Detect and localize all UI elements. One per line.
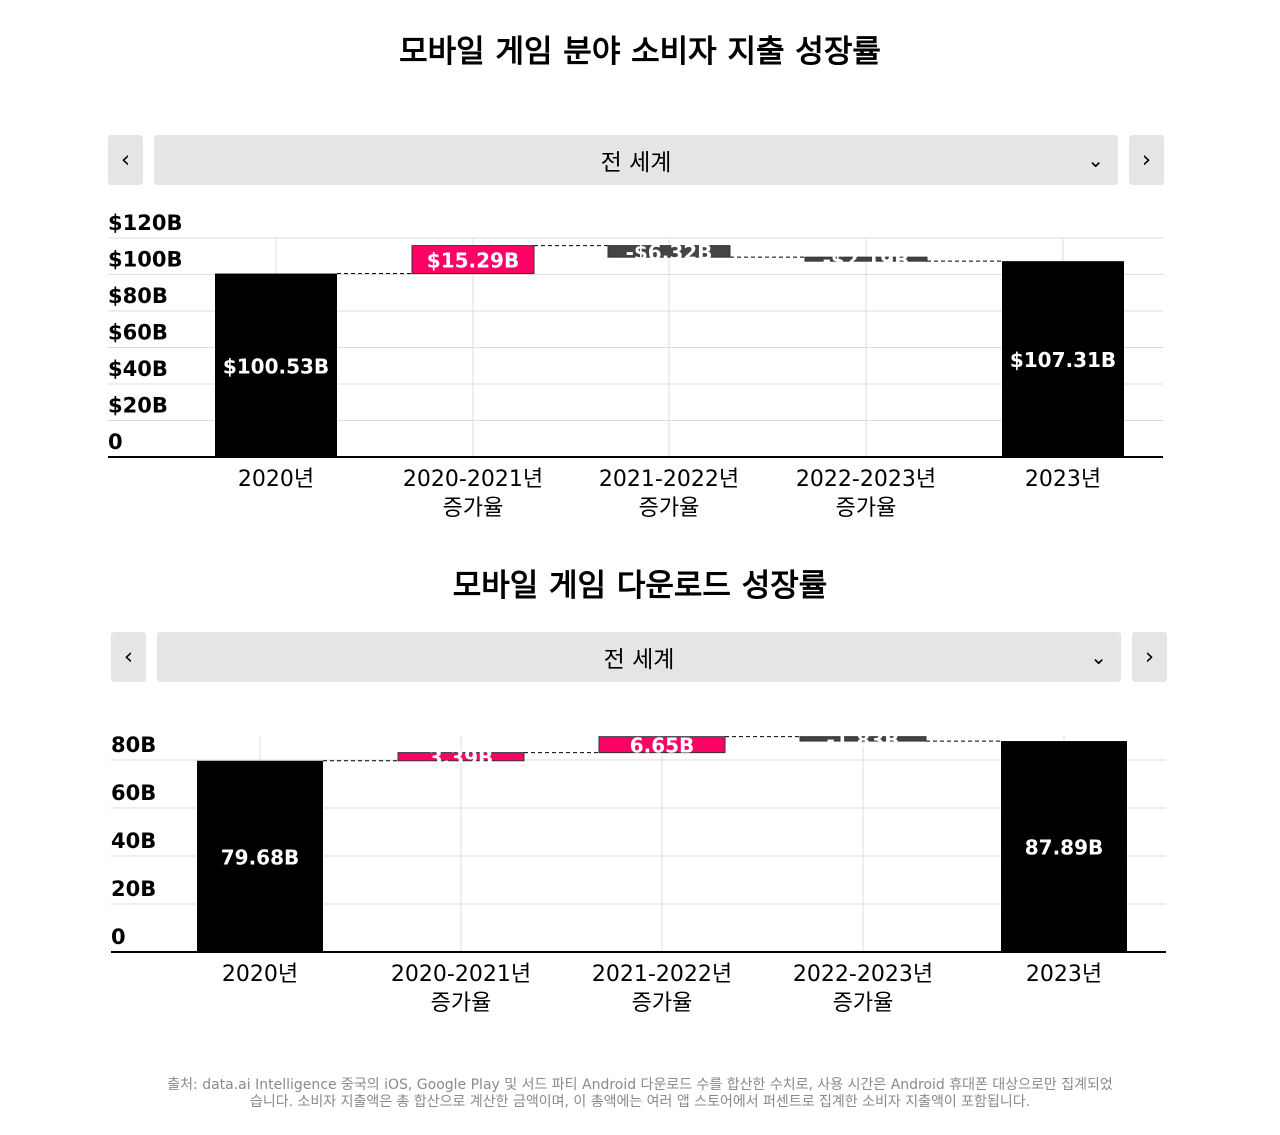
x-tick-label: 2020년 — [222, 962, 298, 987]
x-tick-label: 증가율 — [639, 496, 700, 521]
chart-title: 모바일 게임 다운로드 성장률 — [452, 568, 828, 604]
chevron-left-icon: ‹ — [120, 147, 131, 173]
chevron-left-icon: ‹ — [123, 644, 134, 670]
bar — [397, 752, 525, 762]
data-label: -$2.19B — [823, 248, 910, 272]
y-tick-label: $100B — [108, 248, 182, 272]
x-tick-label: 증가율 — [836, 496, 897, 521]
y-tick-label: 0 — [108, 430, 123, 454]
y-tick-label: $120B — [108, 211, 182, 235]
data-label: -1.83B — [827, 728, 900, 752]
y-tick-label: $80B — [108, 284, 168, 308]
bar — [197, 760, 323, 952]
chevron-right-icon: › — [1144, 644, 1155, 670]
bar — [411, 245, 535, 275]
x-tick-label: 증가율 — [443, 496, 504, 521]
x-tick-label: 2022-2023년 — [796, 467, 936, 492]
data-label: 87.89B — [1025, 836, 1104, 860]
chevron-down-icon: ⌄ — [1090, 645, 1107, 669]
bar — [598, 736, 726, 754]
x-tick-label: 2023년 — [1026, 962, 1102, 987]
data-label: $107.31B — [1010, 348, 1116, 372]
bar — [1001, 741, 1127, 952]
data-label: $15.29B — [427, 249, 519, 273]
y-tick-label: 0 — [111, 925, 126, 949]
next-button[interactable]: › — [1129, 135, 1164, 185]
footer-line: 출처: data.ai Intelligence 중국의 iOS, Google… — [167, 1077, 1113, 1093]
y-tick-label: 80B — [111, 733, 156, 757]
y-tick-label: $40B — [108, 357, 168, 381]
x-tick-label: 2021-2022년 — [599, 467, 739, 492]
chevron-down-icon: ⌄ — [1087, 148, 1104, 172]
y-tick-label: 40B — [111, 829, 156, 853]
data-label: 3.39B — [429, 746, 494, 770]
x-tick-label: 2022-2023년 — [793, 962, 933, 987]
bar — [215, 273, 337, 457]
next-button[interactable]: › — [1132, 632, 1167, 682]
y-tick-label: $60B — [108, 321, 168, 345]
footer-line: 습니다. 소비자 지출액은 총 합산으로 계산한 금액이며, 이 총액에는 여러… — [249, 1094, 1031, 1110]
bar — [1002, 261, 1124, 457]
data-label: 79.68B — [221, 845, 300, 869]
bar — [607, 245, 731, 258]
region-dropdown[interactable]: 전 세계 ⌄ — [157, 632, 1121, 682]
region-value: 전 세계 — [600, 150, 672, 176]
x-tick-label: 2020년 — [238, 467, 314, 492]
bar — [799, 736, 927, 742]
y-tick-label: 60B — [111, 781, 156, 805]
region-dropdown[interactable]: 전 세계 ⌄ — [154, 135, 1118, 185]
region-value: 전 세계 — [603, 647, 675, 673]
chart-title: 모바일 게임 분야 소비자 지출 성장률 — [399, 34, 881, 70]
x-tick-label: 증가율 — [632, 991, 693, 1016]
y-tick-label: 20B — [111, 877, 156, 901]
data-label: -$6.32B — [626, 240, 713, 264]
x-tick-label: 2023년 — [1025, 467, 1101, 492]
data-label: 6.65B — [630, 734, 695, 758]
y-tick-label: $20B — [108, 394, 168, 418]
prev-button[interactable]: ‹ — [108, 135, 143, 185]
data-label: $100.53B — [223, 354, 329, 378]
x-tick-label: 증가율 — [833, 991, 894, 1016]
bar — [804, 256, 928, 262]
x-tick-label: 2020-2021년 — [391, 962, 531, 987]
x-tick-label: 2021-2022년 — [592, 962, 732, 987]
prev-button[interactable]: ‹ — [111, 632, 146, 682]
footer-source: 출처: data.ai Intelligence 중국의 iOS, Google… — [100, 1077, 1180, 1111]
x-tick-label: 증가율 — [431, 991, 492, 1016]
chevron-right-icon: › — [1141, 147, 1152, 173]
x-tick-label: 2020-2021년 — [403, 467, 543, 492]
